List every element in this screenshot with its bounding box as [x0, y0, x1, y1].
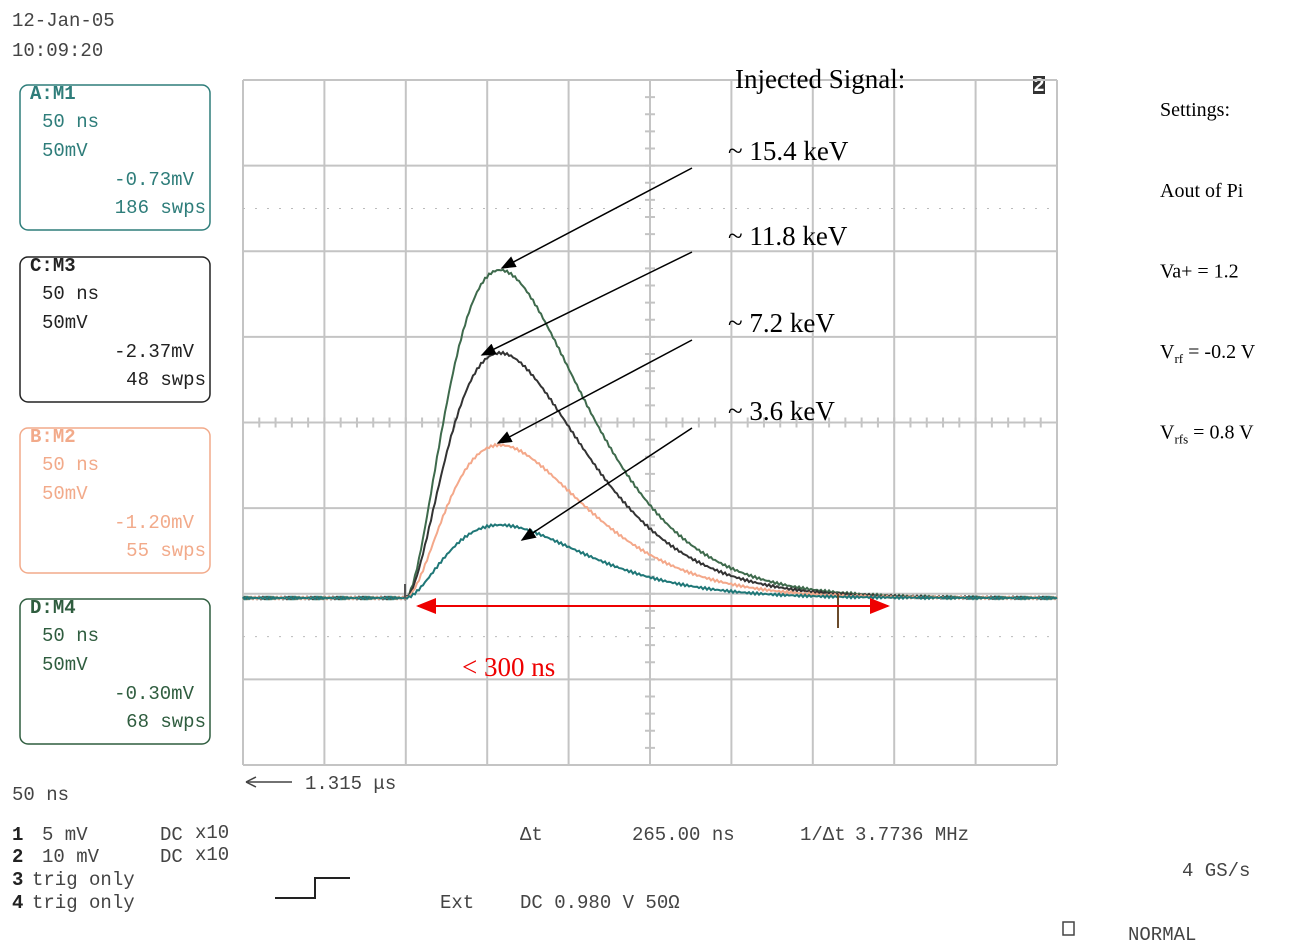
- energy-label: ~ 11.8 keV: [728, 221, 848, 251]
- channel: D: [30, 597, 41, 619]
- sweeps: 48 swps: [126, 369, 206, 391]
- channel-number: 4: [12, 892, 23, 914]
- sweeps: 55 swps: [126, 540, 206, 562]
- panel-title: D:M4: [30, 597, 76, 619]
- setting-base: V: [1160, 422, 1175, 444]
- trigger-source: Ext: [440, 892, 474, 914]
- channel-probe: x10: [195, 822, 229, 844]
- marker: 2: [1033, 75, 1044, 97]
- time: 10:09:20: [12, 40, 103, 62]
- panel-title: C:M3: [30, 255, 76, 277]
- panel-title: A:M1: [30, 83, 76, 105]
- energy-label: ~ 15.4 keV: [728, 136, 849, 166]
- date: 12-Jan-05: [12, 10, 115, 32]
- timebase: 50 ns: [42, 625, 99, 647]
- channel-probe: x10: [195, 844, 229, 866]
- timebase: 50 ns: [42, 111, 99, 133]
- scale: 50mV: [42, 654, 88, 676]
- freq-label: 1/Δt: [800, 824, 846, 846]
- memory: M4: [53, 597, 76, 619]
- delta-label: Δt: [520, 824, 543, 846]
- channel-scale: trig only: [32, 892, 135, 914]
- channel: A: [30, 83, 42, 105]
- memory: M3: [53, 255, 76, 277]
- scale: 50mV: [42, 140, 88, 162]
- timebase: 50 ns: [12, 784, 69, 806]
- setting-line: Va+ = 1.2: [1160, 261, 1239, 283]
- offset: -0.30mV: [114, 683, 194, 705]
- background: [0, 0, 1295, 945]
- mode: NORMAL: [1128, 924, 1196, 945]
- panel-title: B:M2: [30, 426, 76, 448]
- setting-line: Aout of Pi: [1160, 180, 1244, 202]
- memory: M2: [53, 426, 76, 448]
- energy-label: ~ 7.2 keV: [728, 308, 835, 338]
- sweeps: 186 swps: [115, 197, 206, 219]
- setting-rest: = 0.8 V: [1188, 422, 1254, 444]
- settings-heading: Settings:: [1160, 99, 1230, 121]
- channel-coupling: DC: [160, 846, 183, 868]
- timebase: 50 ns: [42, 283, 99, 305]
- memory: M1: [53, 83, 76, 105]
- channel: C: [30, 255, 41, 277]
- sample-rate: 4 GS/s: [1182, 860, 1250, 882]
- trigger-setting: DC 0.980 V 50Ω: [520, 892, 680, 914]
- setting-line: Vrf = -0.2 V: [1160, 341, 1256, 366]
- setting-base: Aout of Pi: [1160, 180, 1244, 202]
- channel: B: [30, 426, 41, 448]
- channel-number: 1: [12, 824, 23, 846]
- channel-scale: trig only: [32, 869, 135, 891]
- annotation-heading: Injected Signal:: [735, 64, 905, 94]
- scale: 50mV: [42, 312, 88, 334]
- offset: -0.73mV: [114, 169, 194, 191]
- offset: -2.37mV: [114, 341, 194, 363]
- setting-sub: rfs: [1174, 432, 1188, 447]
- channel-coupling: DC: [160, 824, 183, 846]
- setting-base: V: [1160, 341, 1175, 363]
- setting-rest: = -0.2 V: [1183, 341, 1256, 363]
- scope-screen: 12-Jan-05 10:09:20 2 A:M1 50 ns 50mV -0.73m…: [0, 0, 1295, 945]
- width-label: < 300 ns: [462, 652, 555, 682]
- channel-scale: 5 mV: [42, 824, 88, 846]
- sweeps: 68 swps: [126, 711, 206, 733]
- offset: -1.20mV: [114, 512, 194, 534]
- channel-number: 3: [12, 869, 23, 891]
- energy-label: ~ 3.6 keV: [728, 396, 835, 426]
- setting-base: Va+ = 1.2: [1160, 261, 1239, 283]
- setting-line: Vrfs = 0.8 V: [1160, 422, 1254, 447]
- scale: 50mV: [42, 483, 88, 505]
- timebase: 50 ns: [42, 454, 99, 476]
- freq-value: 3.7736 MHz: [855, 824, 969, 846]
- delay: 1.315 μs: [305, 773, 396, 795]
- channel-number: 2: [12, 846, 23, 868]
- channel-scale: 10 mV: [42, 846, 100, 868]
- delta-value: 265.00 ns: [632, 824, 735, 846]
